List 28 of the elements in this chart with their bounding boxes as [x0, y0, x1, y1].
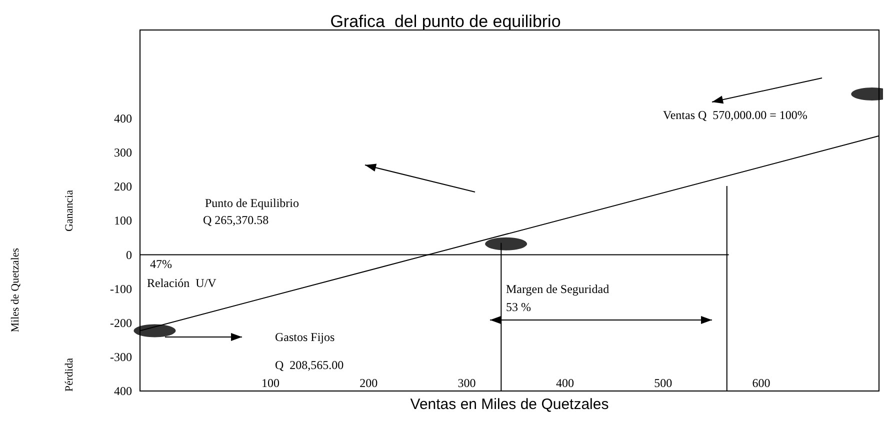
x-tick-label: 500 — [654, 376, 672, 390]
x-axis-title: Ventas en Miles de Quetzales — [410, 396, 609, 413]
x-tick-label: 600 — [752, 376, 770, 390]
annotation: Punto de Equilibrio — [205, 196, 299, 210]
text: Miles de Quetzales — [10, 248, 22, 332]
annotation: Q 265,370.58 — [203, 213, 269, 227]
y-tick-label: -300 — [110, 350, 132, 364]
text: Pérdida — [64, 358, 76, 392]
text: Ganancia — [64, 190, 76, 232]
y-tick-label: 200 — [114, 180, 132, 194]
y-tick-label: -200 — [110, 316, 132, 330]
annotation: 47% — [150, 257, 172, 271]
y-tick-label: 400 — [114, 112, 132, 126]
annotation: Gastos Fijos — [275, 330, 336, 344]
annotation: Ventas Q 570,000.00 = 100% — [663, 108, 808, 122]
y-tick-label: 0 — [126, 248, 132, 262]
annotation: Margen de Seguridad — [506, 282, 610, 296]
x-tick-label: 200 — [360, 376, 378, 390]
x-tick-label: 400 — [556, 376, 574, 390]
y-tick-label: 300 — [114, 146, 132, 160]
x-tick-label: 100 — [262, 376, 280, 390]
annotation: Q 208,565.00 — [275, 358, 344, 372]
annotation: 53 % — [506, 300, 531, 314]
chart-title: Grafica del punto de equilibrio — [330, 12, 561, 31]
annotation: Relación U/V — [147, 276, 217, 290]
y-tick-label: -100 — [110, 282, 132, 296]
y-tick-label: 100 — [114, 214, 132, 228]
x-tick-label: 300 — [458, 376, 476, 390]
